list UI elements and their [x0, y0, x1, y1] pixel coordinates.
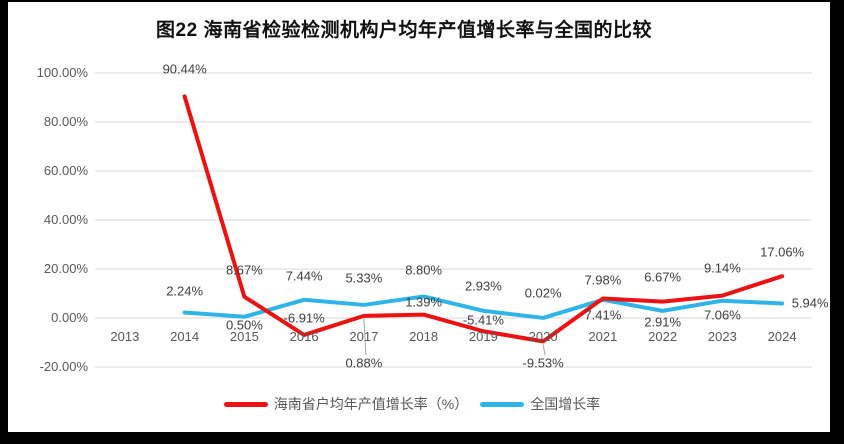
x-tick-label: 2021	[588, 329, 618, 344]
y-tick-label: 60.00%	[43, 163, 88, 178]
chart-title: 图22 海南省检验检测机构户均年产值增长率与全国的比较	[156, 20, 652, 41]
data-label: 5.33%	[345, 270, 383, 286]
data-label: 7.98%	[584, 272, 622, 288]
x-tick-label: 2019	[468, 329, 498, 344]
x-tick-label: 2017	[349, 329, 379, 344]
y-tick-label: 40.00%	[43, 212, 88, 227]
data-label: 7.06%	[703, 307, 741, 323]
x-tick-label: 2015	[229, 329, 259, 344]
legend-label-national: 全国增长率	[530, 396, 601, 412]
data-label: 5.94%	[791, 295, 829, 311]
legend-line-swatch-blue	[480, 401, 525, 407]
legend-item-hainan: 海南省户均年产值增长率（%）	[223, 394, 469, 414]
x-tick-label: 2022	[648, 329, 678, 344]
frame-border-left	[0, 0, 8, 444]
data-label: 0.02%	[524, 285, 562, 301]
data-label-leader-line	[363, 318, 367, 355]
data-label: 2.93%	[464, 278, 502, 294]
data-label: -6.91%	[283, 310, 325, 326]
y-tick-label: -20.00%	[39, 359, 88, 374]
x-tick-label: 2016	[289, 329, 319, 344]
y-tick-label: 0.00%	[51, 310, 88, 325]
data-label: -5.41%	[462, 312, 504, 328]
y-tick-label: 80.00%	[43, 114, 88, 129]
legend-item-national: 全国增长率	[480, 394, 600, 414]
data-label: 8.67%	[225, 262, 263, 278]
data-label: 7.41%	[584, 307, 622, 323]
data-label: 7.44%	[285, 268, 323, 284]
frame-border-top	[0, 0, 844, 2]
x-tick-label: 2020	[528, 329, 558, 344]
data-label: 0.50%	[225, 317, 263, 333]
data-label: 2.24%	[166, 283, 204, 298]
x-tick-label: 2013	[110, 329, 140, 344]
data-label: 2.91%	[644, 314, 682, 330]
data-label: 17.06%	[760, 244, 805, 260]
data-label: 9.14%	[703, 260, 741, 276]
data-label: 1.39%	[405, 294, 443, 310]
y-tick-label: 20.00%	[43, 261, 88, 276]
series-line-hainan	[182, 94, 785, 344]
data-label-leader-line	[542, 344, 546, 356]
legend-line-swatch-red	[223, 401, 268, 407]
data-label: 8.80%	[405, 262, 443, 278]
x-tick-label: 2014	[170, 329, 200, 344]
data-label: 6.67%	[644, 269, 682, 285]
data-label: 0.88%	[345, 355, 383, 371]
x-tick-label: 2023	[707, 329, 737, 344]
x-tick-label: 2018	[409, 329, 439, 344]
y-tick-label: 100.00%	[36, 65, 88, 80]
x-tick-label: 2024	[767, 329, 797, 344]
series-line-national	[182, 294, 785, 320]
legend-label-hainan: 海南省户均年产值增长率（%）	[273, 396, 469, 412]
frame-border-right	[830, 0, 844, 444]
chart-legend: 海南省户均年产值增长率（%） 全国增长率	[0, 394, 824, 414]
data-label: -9.53%	[522, 355, 564, 371]
frame-border-bottom	[0, 432, 844, 444]
data-label: 90.44%	[162, 61, 207, 77]
